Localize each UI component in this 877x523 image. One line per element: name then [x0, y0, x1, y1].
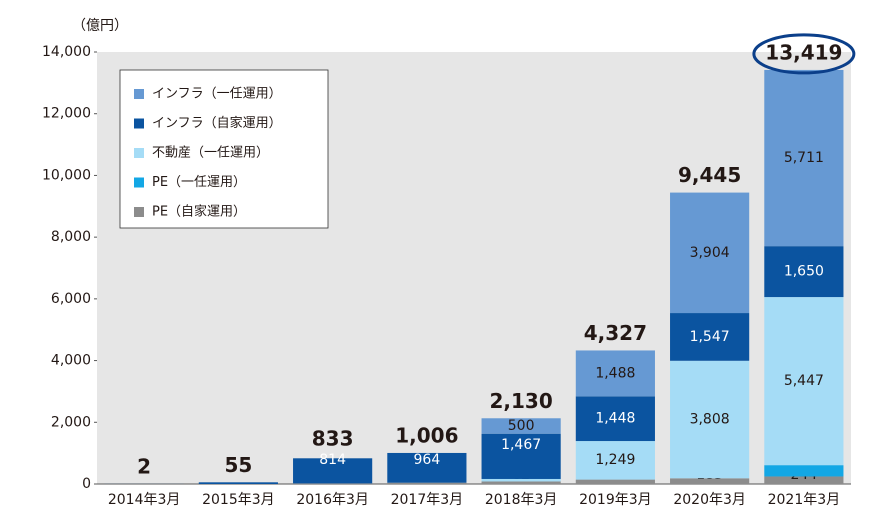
- y-unit: （億円）: [72, 18, 128, 34]
- bar-segment: [293, 483, 373, 484]
- total-label: 9,445: [678, 163, 741, 187]
- bar-segment: [670, 192, 750, 314]
- legend-label: PE（自家運用）: [152, 204, 246, 220]
- bar-segment: [764, 465, 844, 477]
- legend-swatch: [134, 148, 144, 158]
- total-label: 2: [137, 454, 151, 478]
- total-label: 833: [312, 427, 354, 451]
- segment-label: 1,448: [595, 411, 635, 427]
- highlight-circle: [752, 33, 856, 75]
- segment-label: 1,488: [595, 365, 635, 381]
- y-tick-label: 2,000: [51, 414, 91, 430]
- total-label: 55: [224, 453, 252, 477]
- x-tick-label: 2017年3月: [391, 492, 464, 508]
- x-tick-label: 2020年3月: [673, 492, 746, 508]
- legend-label: PE（一任運用）: [152, 175, 246, 190]
- legend-box: [119, 69, 329, 229]
- total-label: 2,130: [489, 389, 552, 413]
- bar-segment: [198, 482, 278, 484]
- y-tick-label: 0: [82, 476, 91, 492]
- bar-segment: [387, 452, 467, 483]
- bar-segment: [575, 350, 655, 397]
- bar-segment: [575, 396, 655, 442]
- total-label: 4,327: [584, 321, 647, 345]
- bar-segment: [764, 476, 844, 484]
- bar-segment: [764, 69, 844, 247]
- segment-label: 5,447: [784, 373, 824, 389]
- legend-label: インフラ（一任運用）: [152, 87, 282, 102]
- x-tick-label: 2014年3月: [108, 492, 181, 508]
- y-tick-label: 14,000: [42, 44, 91, 60]
- legend-swatch: [134, 118, 144, 129]
- bar-segment: [575, 441, 655, 480]
- legend-swatch: [134, 207, 144, 217]
- segment-label: 3,808: [690, 412, 730, 428]
- y-tick-label: 8,000: [51, 229, 91, 245]
- segment-label: 1,650: [784, 264, 824, 280]
- bar-segment: [481, 433, 561, 479]
- x-tick-label: 2016年3月: [296, 492, 369, 508]
- bar-segment: [481, 481, 561, 484]
- legend-swatch: [134, 177, 144, 188]
- segment-label: 1,547: [690, 329, 730, 345]
- segment-label: 5,711: [784, 150, 824, 166]
- total-label: 13,419: [765, 40, 842, 64]
- bar-segment: [293, 458, 373, 484]
- x-tick-label: 2015年3月: [202, 492, 275, 508]
- segment-label: 500: [508, 418, 535, 434]
- legend: インフラ（一任運用） インフラ（自家運用） 不動産（一任運用） PE（一任運用） PE（…: [119, 69, 329, 229]
- x-tick-label: 2019年3月: [579, 492, 652, 508]
- bar-segment: [764, 246, 844, 298]
- legend-swatch: [134, 89, 144, 99]
- bar-segment: [670, 313, 750, 361]
- y-tick-label: 10,000: [42, 167, 91, 183]
- legend-label: インフラ（自家運用）: [152, 115, 282, 131]
- bar-segment: [670, 478, 750, 484]
- y-tick-label: 4,000: [51, 353, 91, 369]
- total-label: 1,006: [395, 423, 458, 447]
- bar-segment: [481, 478, 561, 482]
- bar-segment: [670, 360, 750, 479]
- bar-segment: [575, 479, 655, 484]
- bar-segment: [387, 482, 467, 484]
- segment-label: 814: [319, 452, 346, 468]
- y-tick-label: 6,000: [51, 291, 91, 307]
- segment-label: 1,467: [501, 437, 541, 453]
- segment-label: 3,904: [690, 245, 730, 261]
- bar-segment: [481, 418, 561, 434]
- legend-label: 不動産（一任運用）: [152, 145, 269, 161]
- segment-label: 964: [414, 452, 441, 468]
- x-tick-label: 2018年3月: [485, 492, 558, 508]
- bar-segment: [764, 297, 844, 466]
- segment-label: 1,249: [595, 452, 635, 468]
- x-tick-label: 2021年3月: [768, 492, 841, 508]
- y-tick-label: 12,000: [42, 106, 91, 122]
